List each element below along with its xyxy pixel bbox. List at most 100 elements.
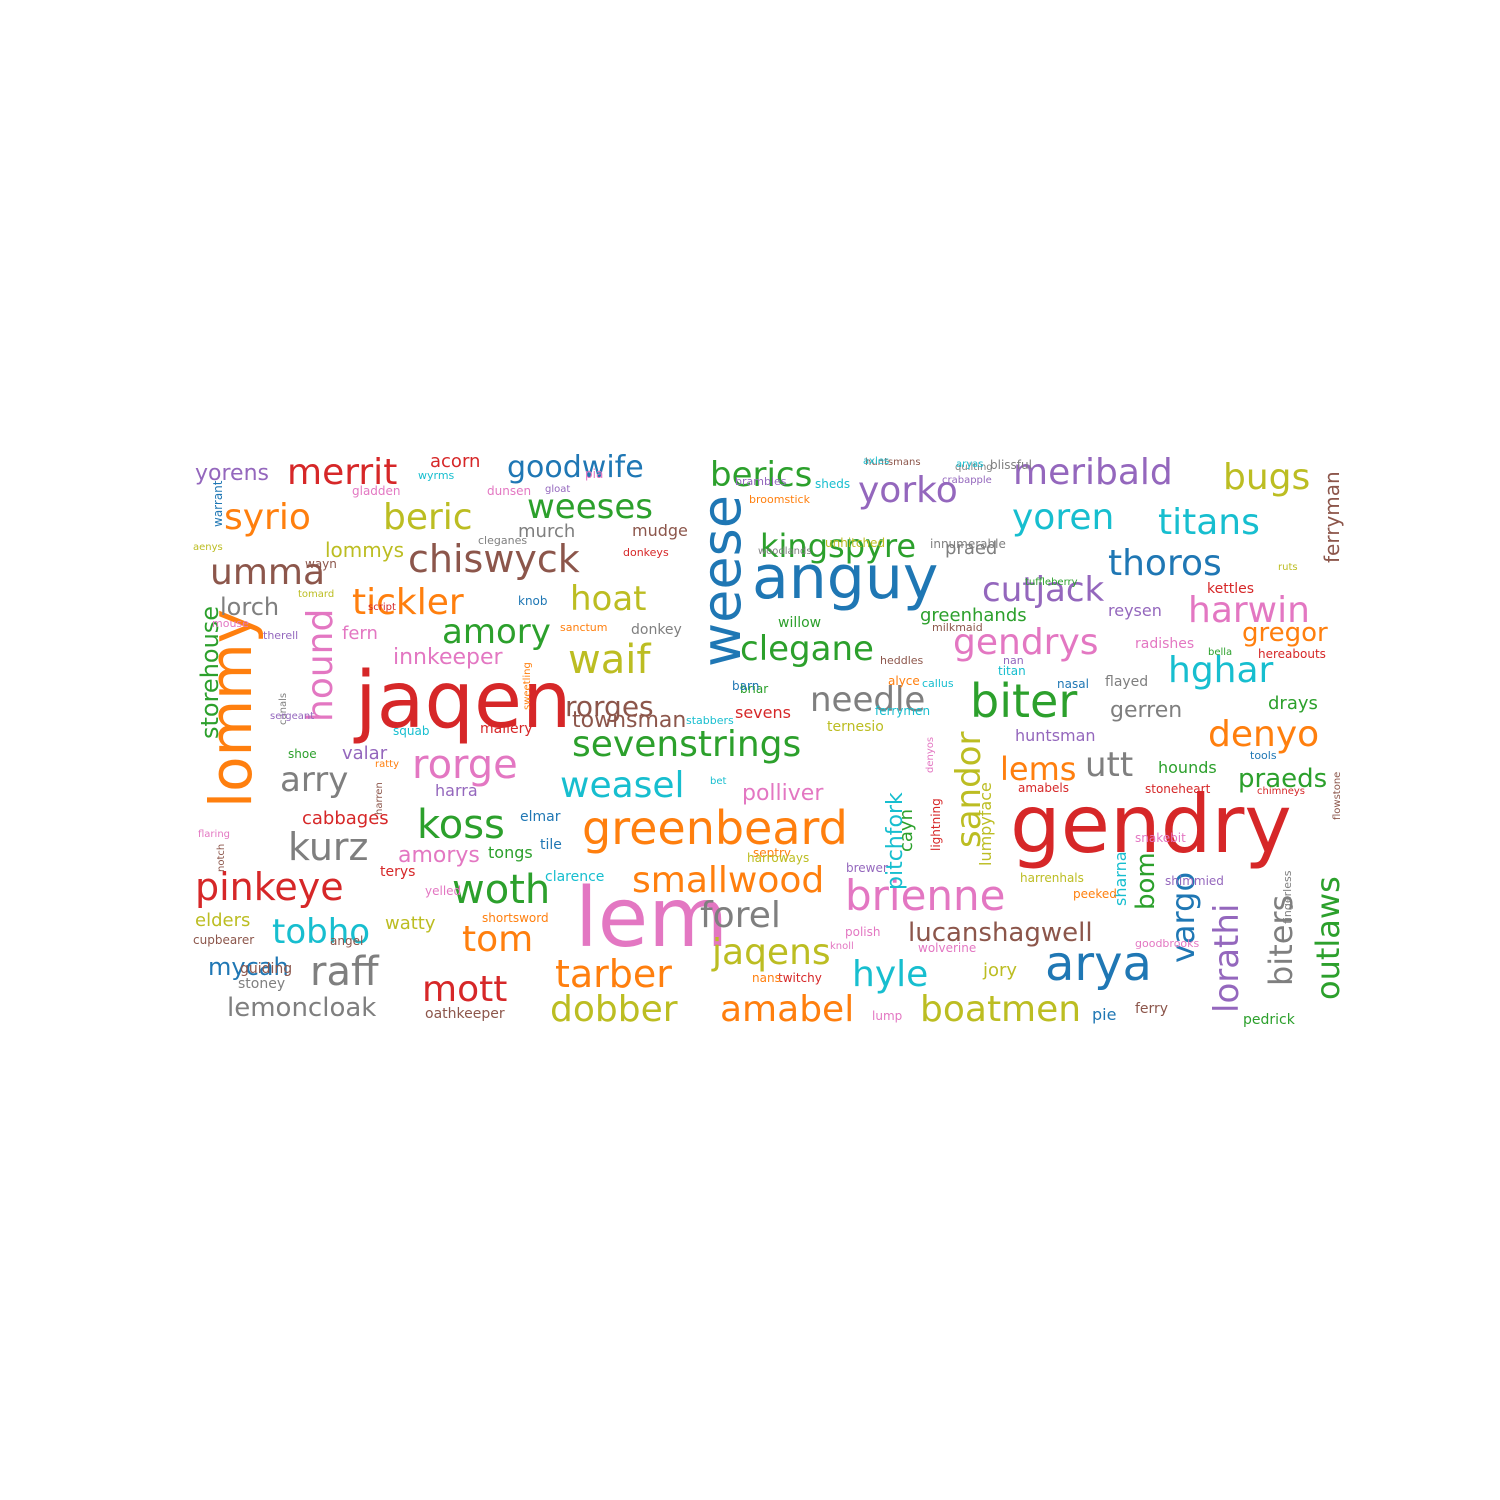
word-amabels: amabels bbox=[1018, 781, 1069, 795]
word-tarber: tarber bbox=[555, 952, 672, 996]
word-nan: nan bbox=[1003, 654, 1024, 667]
word-harrenhals: harrenhals bbox=[1020, 871, 1084, 885]
word-amory: amory bbox=[442, 612, 551, 652]
word-elders: elders bbox=[195, 910, 251, 931]
word-tobho: tobho bbox=[272, 912, 371, 952]
word-berics: berics bbox=[710, 455, 813, 495]
word-unhitched: unhitched bbox=[825, 536, 886, 550]
word-mycah: mycah bbox=[208, 953, 289, 981]
word-gladden: gladden bbox=[352, 484, 401, 498]
word-gloat: gloat bbox=[545, 484, 571, 495]
word-lightning: lightning bbox=[929, 797, 943, 851]
word-donkeys: donkeys bbox=[623, 546, 669, 559]
word-ferrymen: ferrymen bbox=[875, 704, 931, 718]
word-notch: notch bbox=[216, 843, 227, 872]
word-tomard: tomard bbox=[298, 589, 335, 600]
word-townsman: townsman bbox=[572, 708, 687, 733]
word-sevens: sevens bbox=[735, 703, 791, 722]
word-ratty: ratty bbox=[375, 759, 399, 770]
word-cutjack: cutjack bbox=[982, 570, 1105, 610]
word-knoll: knoll bbox=[830, 941, 854, 952]
word-lems: lems bbox=[1000, 750, 1077, 788]
word-innumerable: innumerable bbox=[930, 537, 1006, 551]
word-bet: bet bbox=[710, 776, 727, 787]
word-sanctum: sanctum bbox=[560, 621, 608, 634]
word-ruts: ruts bbox=[1278, 562, 1298, 573]
word-denyos: denyos bbox=[925, 736, 936, 773]
word-hounds: hounds bbox=[1158, 758, 1217, 777]
word-harroways: harroways bbox=[747, 851, 810, 865]
word-praeds: praeds bbox=[1238, 764, 1328, 794]
word-ferryman: ferryman bbox=[1320, 471, 1344, 563]
word-titans: titans bbox=[1158, 502, 1260, 543]
word-terys: terys bbox=[380, 864, 416, 880]
word-yorko: yorko bbox=[858, 470, 958, 511]
word-brewer: brewer bbox=[846, 861, 888, 875]
word-jaqen: jaqen bbox=[355, 656, 572, 746]
word-willow: willow bbox=[778, 615, 822, 631]
word-hereabouts: hereabouts bbox=[1258, 647, 1326, 661]
word-tom: tom bbox=[462, 919, 534, 960]
word-barn: barn bbox=[732, 679, 760, 693]
word-thoros: thoros bbox=[1108, 543, 1222, 584]
word-gendry: gendry bbox=[1010, 778, 1292, 871]
word-harwin: harwin bbox=[1188, 590, 1310, 631]
word-twitchy: twitchy bbox=[778, 971, 822, 985]
word-shoe: shoe bbox=[288, 747, 317, 761]
word-nans: nans bbox=[752, 971, 781, 985]
word-weasel: weasel bbox=[560, 765, 685, 806]
word-beric: beric bbox=[383, 497, 473, 538]
word-wyrms: wyrms bbox=[418, 469, 455, 482]
word-biter: biter bbox=[970, 674, 1078, 728]
word-mudge: mudge bbox=[632, 521, 688, 540]
word-snakebit: snakebit bbox=[1135, 831, 1186, 845]
word-gendrys: gendrys bbox=[953, 622, 1099, 663]
word-goodwife: goodwife bbox=[507, 450, 644, 485]
word-bugs: bugs bbox=[1223, 457, 1311, 498]
word-harren: harren bbox=[374, 782, 385, 815]
word-rorge: rorge bbox=[412, 742, 518, 788]
word-hyle: hyle bbox=[852, 954, 929, 995]
word-murch: murch bbox=[518, 521, 576, 542]
word-sevenstrings: sevenstrings bbox=[572, 724, 802, 765]
word-tools: tools bbox=[1250, 749, 1277, 762]
word-cayn: cayn bbox=[896, 808, 917, 852]
word-heddles: heddles bbox=[880, 654, 924, 667]
word-flayed: flayed bbox=[1105, 674, 1149, 690]
word-yorens: yorens bbox=[195, 461, 269, 486]
word-praed: praed bbox=[945, 538, 998, 559]
word-tongs: tongs bbox=[488, 843, 533, 862]
word-cleganes: cleganes bbox=[478, 534, 528, 547]
word-radishes: radishes bbox=[1135, 636, 1195, 652]
word-amorys: amorys bbox=[398, 843, 480, 868]
word-reysen: reysen bbox=[1108, 601, 1162, 620]
word-jory: jory bbox=[983, 960, 1018, 981]
word-alyce: alyce bbox=[888, 674, 920, 688]
word-donkey: donkey bbox=[631, 622, 682, 638]
word-stabbers: stabbers bbox=[686, 714, 734, 727]
word-fingerless: fingerless bbox=[1281, 870, 1294, 924]
word-innkeeper: innkeeper bbox=[393, 645, 503, 670]
word-huntsmans: huntsmans bbox=[865, 457, 921, 468]
word-knob: knob bbox=[518, 594, 548, 608]
word-guiding: guiding bbox=[240, 961, 293, 977]
word-briar: briar bbox=[740, 682, 769, 696]
word-angel: angel bbox=[330, 934, 364, 948]
word-kettles: kettles bbox=[1207, 581, 1254, 597]
word-arya: arya bbox=[1045, 936, 1152, 992]
word-flowstone: flowstone bbox=[1332, 771, 1343, 821]
word-watty: watty bbox=[385, 913, 436, 934]
word-wolverine: wolverine bbox=[918, 941, 977, 955]
word-pia: pia bbox=[585, 467, 604, 481]
word-cupbearer: cupbearer bbox=[193, 933, 255, 947]
word-mouse: mouse bbox=[212, 617, 249, 630]
word-callus: callus bbox=[922, 677, 954, 690]
word-acorn: acorn bbox=[430, 451, 481, 472]
word-tile: tile bbox=[540, 837, 562, 853]
word-milkmaid: milkmaid bbox=[932, 621, 983, 634]
word-polish: polish bbox=[845, 925, 881, 939]
word-squab: squab bbox=[393, 724, 430, 738]
word-boatmen: boatmen bbox=[920, 989, 1082, 1030]
word-tickler: tickler bbox=[352, 582, 464, 623]
word-flaring: flaring bbox=[198, 829, 231, 840]
